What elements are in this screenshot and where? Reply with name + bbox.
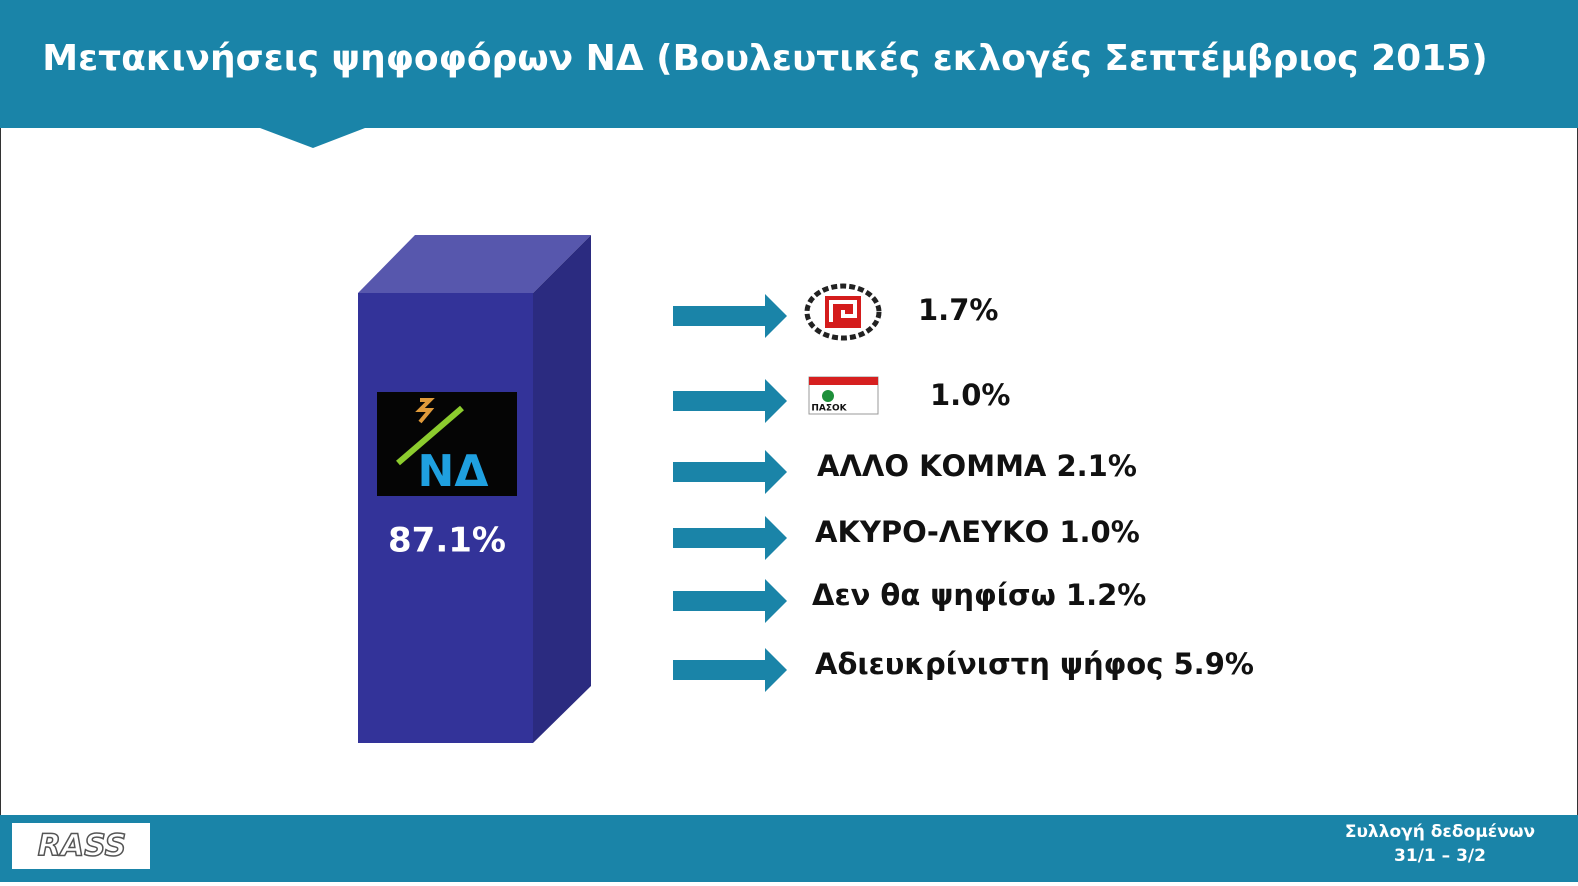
- box-front: [358, 293, 533, 743]
- nd-logo-text: ΝΔ: [418, 446, 489, 497]
- footer-band: [0, 815, 1578, 882]
- title: Μετακινήσεις ψηφοφόρων ΝΔ (Βουλευτικές ε…: [42, 38, 1487, 79]
- arrow: [673, 648, 787, 692]
- arrow: [673, 294, 787, 338]
- arrow: [673, 579, 787, 623]
- flow-label: 1.7%: [918, 293, 998, 327]
- box-side: [533, 235, 591, 743]
- golden-dawn-logo: [804, 283, 882, 341]
- flow-label: ΑΛΛΟ ΚΟΜΜΑ 2.1%: [817, 449, 1137, 483]
- rass-text: RASS: [38, 829, 126, 864]
- header-band: [0, 0, 1578, 148]
- pasok-logo: ΠΑΣΟΚ: [808, 376, 879, 415]
- flow-label: Δεν θα ψηφίσω 1.2%: [812, 578, 1146, 612]
- arrow: [673, 379, 787, 423]
- pasok-sun: [822, 390, 834, 402]
- flow-label: 1.0%: [930, 378, 1010, 412]
- nd-box: ΝΔ 87.1%: [358, 235, 591, 743]
- footer-note: Συλλογή δεδομένων: [1345, 822, 1535, 842]
- main-value: 87.1%: [388, 521, 506, 561]
- nd-logo: [377, 392, 517, 496]
- pasok-text: ΠΑΣΟΚ: [811, 404, 847, 414]
- flow-label: ΑΚΥΡΟ-ΛΕΥΚΟ 1.0%: [815, 515, 1140, 549]
- flows: 1.7% 1.0% ΑΛΛΟ ΚΟΜΜΑ 2.1% ΑΚΥΡΟ-ΛΕΥΚΟ 1.0% Δ…: [673, 293, 1254, 692]
- arrow: [673, 516, 787, 560]
- laurel: [804, 283, 882, 341]
- arrow: [673, 450, 787, 494]
- nd-logo-flame: [415, 398, 435, 424]
- pasok-band: [809, 377, 878, 385]
- meander-line: [829, 300, 857, 322]
- box-top: [358, 235, 591, 293]
- footer-note: 31/1 – 3/2: [1394, 846, 1486, 866]
- rass-logo: [12, 823, 150, 869]
- nd-logo-stroke: [396, 405, 464, 466]
- flow-label: Αδιευκρίνιστη ψήφος 5.9%: [815, 647, 1254, 681]
